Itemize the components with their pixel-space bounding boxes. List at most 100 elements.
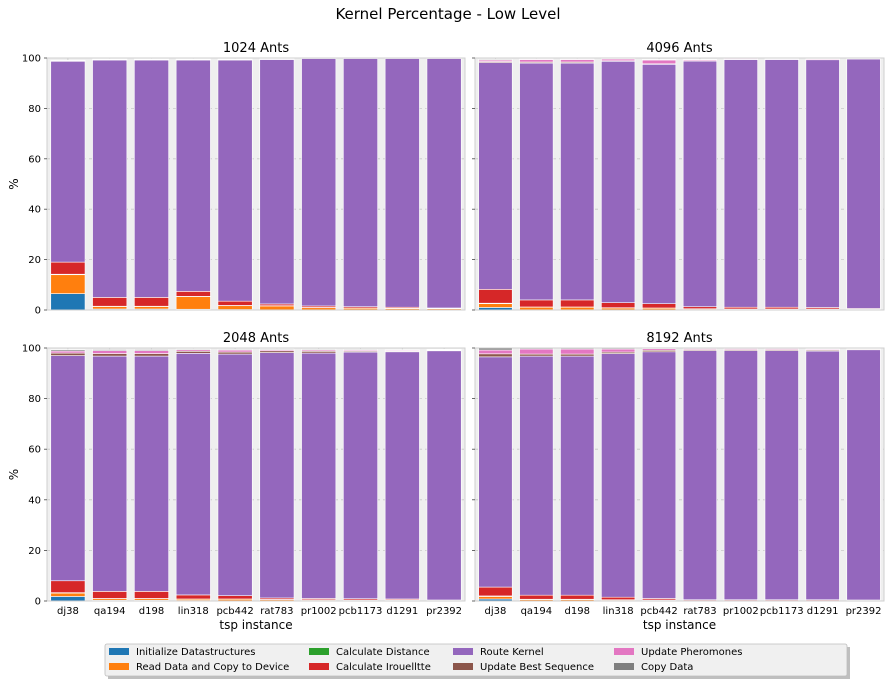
bar-segment <box>846 58 881 309</box>
bar-segment <box>92 306 128 310</box>
y-tick-label: 20 <box>28 255 41 266</box>
y-tick-label: 80 <box>28 394 41 405</box>
bar-segment <box>764 59 799 308</box>
legend-label: Calculate Irouelltte <box>336 662 431 673</box>
bar-segment <box>50 350 86 354</box>
y-tick-label: 40 <box>28 495 41 506</box>
bar-segment <box>601 348 636 353</box>
bar-segment <box>217 349 253 353</box>
bar-segment <box>343 351 378 600</box>
bar-segment <box>519 59 554 63</box>
legend-label: Update Best Sequence <box>480 662 594 673</box>
y-axis-label: % <box>7 178 21 189</box>
x-tick-label: d1291 <box>386 606 418 617</box>
bar-segment <box>519 348 554 355</box>
plot-frame <box>474 347 885 602</box>
chart-panel: 4096 Ants <box>472 41 885 311</box>
bar-segment <box>641 59 677 65</box>
bar-segment <box>92 350 128 354</box>
bar-segment <box>134 349 169 351</box>
bar-segment <box>50 592 86 597</box>
bar-segment <box>50 293 86 311</box>
x-tick-label: d198 <box>565 606 590 617</box>
figure-title: Kernel Percentage - Low Level <box>335 5 560 23</box>
plot-frame <box>46 347 466 602</box>
bar-segment <box>560 306 595 311</box>
bar-segment <box>560 58 595 60</box>
legend-swatch <box>453 663 473 670</box>
bar-segment <box>175 353 211 596</box>
bar-segment <box>50 355 86 582</box>
x-tick-label: pcb442 <box>640 606 677 617</box>
x-tick-label: pr2392 <box>846 606 882 617</box>
bar-segment <box>384 351 420 600</box>
legend-label: Read Data and Copy to Device <box>136 662 289 673</box>
bar-segment <box>805 348 840 350</box>
bar-segment <box>682 350 718 601</box>
bar-segment <box>343 58 378 308</box>
bar-segment <box>478 353 513 358</box>
legend-swatch <box>109 648 129 655</box>
bar-segment <box>682 60 718 308</box>
bar-segment <box>175 296 211 310</box>
bar-segment <box>134 297 169 307</box>
chart-panel: 0 20 40 60 80 100 dj38 qa194 d198 lin318 pcb442 rat… <box>7 331 466 632</box>
y-tick-label: 0 <box>35 306 41 317</box>
bar-segment <box>259 305 295 311</box>
legend-swatch <box>309 648 329 655</box>
legend-swatch <box>614 648 634 655</box>
bar-segment <box>764 350 799 601</box>
x-axis-label: tsp instance <box>219 618 292 632</box>
legend-swatch <box>453 648 473 655</box>
legend-label: Copy Data <box>641 662 693 673</box>
bar-segment <box>50 352 86 356</box>
legend-swatch <box>109 663 129 670</box>
bar-segment <box>175 348 211 351</box>
bar-segment <box>601 60 636 303</box>
x-tick-label: pr2392 <box>426 606 462 617</box>
x-tick-label: rat783 <box>683 606 716 617</box>
bar-segment <box>601 353 636 598</box>
bar-segment <box>217 595 253 600</box>
bar-segment <box>175 59 211 292</box>
bar-segment <box>301 307 337 311</box>
bar-segment <box>560 355 595 596</box>
x-tick-label: dj38 <box>57 606 79 617</box>
panel-title: 1024 Ants <box>223 41 289 56</box>
bar-segment <box>92 353 128 357</box>
bar-segment <box>519 594 554 600</box>
bar-segment <box>519 355 554 596</box>
chart-panel: 0 20 40 60 80 100% 1024 Ants <box>7 41 466 317</box>
y-tick-label: 100 <box>22 344 41 355</box>
bar-segment <box>50 580 86 593</box>
bar-segment <box>134 59 169 298</box>
x-axis-label: tsp instance <box>643 618 716 632</box>
bar-segment <box>478 349 513 355</box>
bar-segment <box>478 303 513 308</box>
bar-segment <box>560 348 595 355</box>
x-tick-label: d198 <box>139 606 164 617</box>
bar-segment <box>560 353 595 357</box>
bar-segment <box>478 58 513 61</box>
bar-segment <box>92 591 128 599</box>
bar-segment <box>519 306 554 311</box>
bar-segment <box>134 355 169 592</box>
bar-segment <box>519 58 554 60</box>
bar-segment <box>560 62 595 301</box>
bar-segment <box>641 351 677 599</box>
bar-segment <box>50 349 86 352</box>
bar-segment <box>92 355 128 592</box>
bar-segment <box>478 356 513 588</box>
bar-segment <box>175 291 211 297</box>
x-tick-label: dj38 <box>485 606 507 617</box>
y-tick-label: 60 <box>28 154 41 165</box>
plot-frame <box>46 57 466 311</box>
bar-segment <box>560 59 595 63</box>
bar-segment <box>478 289 513 304</box>
legend-label: Initialize Datastructures <box>136 647 256 658</box>
bar-segment <box>478 586 513 597</box>
bar-segment <box>641 64 677 304</box>
legend-label: Calculate Distance <box>336 647 430 658</box>
bar-segment <box>519 299 554 308</box>
x-tick-label: pr1002 <box>301 606 337 617</box>
